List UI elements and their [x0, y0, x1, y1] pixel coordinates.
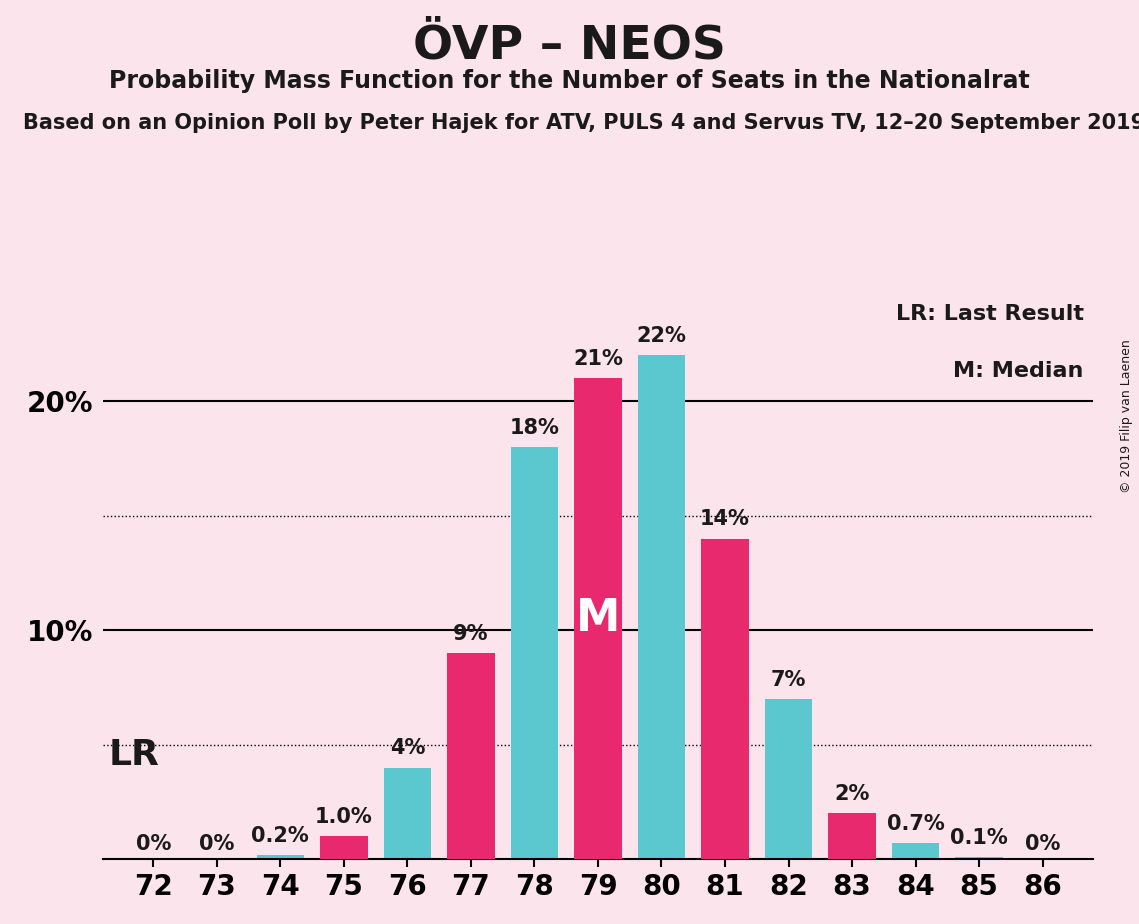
- Text: 0.2%: 0.2%: [252, 825, 310, 845]
- Bar: [892, 844, 940, 859]
- Bar: [448, 653, 494, 859]
- Bar: [828, 813, 876, 859]
- Text: M: Median: M: Median: [953, 361, 1083, 381]
- Text: 4%: 4%: [390, 738, 425, 759]
- Text: 22%: 22%: [637, 326, 687, 346]
- Text: Based on an Opinion Poll by Peter Hajek for ATV, PULS 4 and Servus TV, 12–20 Sep: Based on an Opinion Poll by Peter Hajek …: [23, 113, 1139, 133]
- Bar: [764, 699, 812, 859]
- Bar: [702, 539, 748, 859]
- Bar: [320, 836, 368, 859]
- Text: © 2019 Filip van Laenen: © 2019 Filip van Laenen: [1121, 339, 1133, 492]
- Text: 18%: 18%: [509, 418, 559, 438]
- Bar: [574, 378, 622, 859]
- Text: 9%: 9%: [453, 624, 489, 644]
- Text: M: M: [576, 597, 620, 640]
- Text: 0%: 0%: [1025, 833, 1060, 854]
- Text: 14%: 14%: [700, 509, 749, 529]
- Bar: [384, 768, 432, 859]
- Text: Probability Mass Function for the Number of Seats in the Nationalrat: Probability Mass Function for the Number…: [109, 69, 1030, 93]
- Text: LR: LR: [109, 738, 159, 772]
- Bar: [510, 447, 558, 859]
- Text: LR: Last Result: LR: Last Result: [895, 304, 1083, 323]
- Text: 0%: 0%: [199, 833, 235, 854]
- Text: 0.1%: 0.1%: [950, 828, 1008, 848]
- Text: 7%: 7%: [771, 670, 806, 689]
- Text: 0%: 0%: [136, 833, 171, 854]
- Text: 0.7%: 0.7%: [886, 814, 944, 834]
- Text: 21%: 21%: [573, 349, 623, 369]
- Bar: [256, 855, 304, 859]
- Text: 1.0%: 1.0%: [316, 808, 372, 827]
- Bar: [956, 857, 1003, 859]
- Text: ÖVP – NEOS: ÖVP – NEOS: [413, 23, 726, 68]
- Bar: [638, 355, 686, 859]
- Text: 2%: 2%: [835, 784, 870, 804]
